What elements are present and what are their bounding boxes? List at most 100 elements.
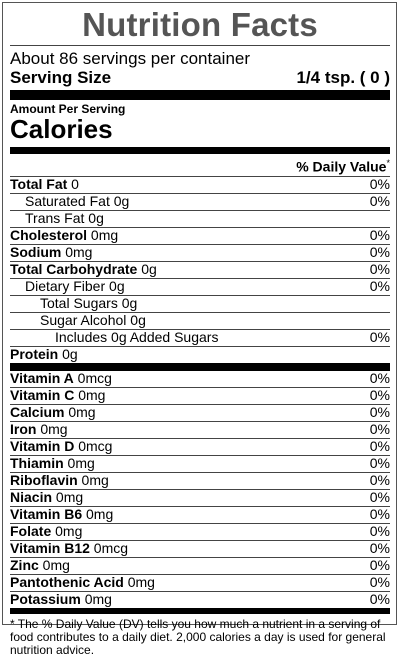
footnote: * The % Daily Value (DV) tells you how m… — [10, 616, 386, 657]
nutrient-label: Zinc — [10, 556, 39, 573]
nutrient-amount: 0mg — [61, 243, 93, 260]
serving-size-row: Serving Size 1/4 tsp. ( 0 ) — [10, 68, 390, 90]
nutrient-label: Folate — [10, 522, 52, 539]
nutrient-amount: 0mg — [64, 403, 96, 420]
daily-value-header-text: % Daily Value — [296, 158, 387, 175]
nutrient-label: Sodium — [10, 243, 62, 260]
nutrient-name: Saturated Fat 0g — [10, 192, 130, 209]
nutrient-label: Vitamin B6 — [10, 505, 83, 522]
vitamin-list: Vitamin A 0mcg 0% Vitamin C 0mg 0% Calcium 0… — [10, 369, 390, 608]
nutrient-daily-value: 0% — [369, 328, 390, 345]
nutrient-daily-value: 0% — [369, 192, 390, 209]
nutrient-name: Trans Fat 0g — [10, 209, 104, 226]
nutrient-name: Vitamin A 0mcg — [10, 369, 112, 386]
nutrient-amount: 0g — [105, 277, 125, 294]
nutrient-amount: 0mg — [52, 488, 84, 505]
nutrient-name: Vitamin D 0mcg — [10, 437, 113, 454]
nutrient-label: Iron — [10, 420, 37, 437]
nutrient-daily-value: 0% — [369, 277, 390, 294]
nutrient-row: Total Carbohydrate 0g 0% — [10, 260, 390, 278]
nutrient-name: Vitamin C 0mg — [10, 386, 106, 403]
nutrient-amount: 0g — [84, 209, 104, 226]
divider — [10, 45, 390, 46]
nutrient-daily-value: 0% — [369, 471, 390, 488]
nutrient-daily-value: 0% — [369, 573, 390, 590]
nutrient-name: Vitamin B6 0mg — [10, 505, 114, 522]
divider-thick — [10, 90, 390, 100]
nutrient-daily-value: 0% — [369, 243, 390, 260]
nutrient-row: Total Sugars 0g — [10, 294, 390, 312]
nutrient-amount: 0g — [137, 260, 157, 277]
nutrient-amount: 0g — [58, 345, 78, 362]
label-title: Nutrition Facts — [82, 6, 318, 43]
nutrient-amount: 0mg — [80, 590, 112, 607]
nutrient-label: Vitamin A — [10, 369, 74, 386]
nutrient-name: Zinc 0mg — [10, 556, 70, 573]
nutrient-amount: 0mg — [51, 522, 83, 539]
nutrient-name: Thiamin 0mg — [10, 454, 95, 471]
divider-thick — [10, 362, 390, 371]
vitamin-row: Potassium 0mg 0% — [10, 590, 390, 608]
nutrient-name: Cholesterol 0mg — [10, 226, 119, 243]
nutrient-daily-value: 0% — [369, 226, 390, 243]
nutrient-amount: 0mg — [87, 226, 119, 243]
nutrient-row: Cholesterol 0mg 0% — [10, 226, 390, 244]
nutrient-name: Total Carbohydrate 0g — [10, 260, 157, 277]
daily-value-marker: * — [386, 158, 390, 168]
nutrient-row: Includes 0g Added Sugars 0% — [10, 328, 390, 346]
daily-value-header: % Daily Value* — [10, 154, 390, 176]
nutrient-amount: 0mg — [36, 420, 68, 437]
nutrient-name: Folate 0mg — [10, 522, 83, 539]
nutrient-label: Potassium — [10, 590, 81, 607]
nutrient-row: Dietary Fiber 0g 0% — [10, 277, 390, 295]
nutrient-name: Riboflavin 0mg — [10, 471, 109, 488]
nutrient-row: Protein 0g — [10, 345, 390, 363]
nutrient-name: Total Sugars 0g — [10, 294, 137, 311]
nutrient-amount: 0 — [67, 175, 79, 192]
nutrient-name: Total Fat 0 — [10, 175, 79, 192]
nutrient-daily-value: 0% — [369, 403, 390, 420]
vitamin-row: Iron 0mg 0% — [10, 420, 390, 438]
nutrient-amount: 0mg — [82, 505, 114, 522]
vitamin-row: Pantothenic Acid 0mg 0% — [10, 573, 390, 591]
nutrient-label: Thiamin — [10, 454, 64, 471]
nutrient-label: Dietary Fiber — [25, 277, 106, 294]
nutrient-amount: 0g — [109, 192, 130, 209]
nutrient-row: Saturated Fat 0g 0% — [10, 192, 390, 210]
nutrient-label: Vitamin D — [10, 437, 75, 454]
nutrient-daily-value: 0% — [369, 175, 390, 192]
divider-thick — [10, 147, 390, 154]
nutrient-name: Sugar Alcohol 0g — [10, 311, 146, 328]
nutrient-amount: 0mg — [77, 471, 109, 488]
nutrient-name: Calcium 0mg — [10, 403, 96, 420]
amount-per-serving: Amount Per Serving — [10, 102, 126, 116]
nutrient-amount: 0mg — [74, 386, 106, 403]
nutrient-name: Niacin 0mg — [10, 488, 84, 505]
nutrient-daily-value: 0% — [369, 556, 390, 573]
nutrient-label: Saturated Fat — [25, 192, 110, 209]
nutrient-label: Total Carbohydrate — [10, 260, 138, 277]
nutrient-row: Total Fat 0 0% — [10, 175, 390, 193]
nutrient-daily-value: 0% — [369, 420, 390, 437]
nutrient-daily-value: 0% — [369, 454, 390, 471]
nutrient-daily-value: 0% — [369, 539, 390, 556]
nutrient-daily-value: 0% — [369, 590, 390, 607]
nutrient-daily-value: 0% — [369, 369, 390, 386]
vitamin-row: Calcium 0mg 0% — [10, 403, 390, 421]
nutrient-list: Total Fat 0 0% Saturated Fat 0g 0% Trans Fat… — [10, 175, 390, 363]
nutrient-label: Sugar Alcohol — [40, 311, 127, 328]
nutrient-label: Total Sugars — [40, 294, 118, 311]
vitamin-row: Niacin 0mg 0% — [10, 488, 390, 506]
nutrient-name: Potassium 0mg — [10, 590, 112, 607]
nutrient-daily-value: 0% — [369, 260, 390, 277]
nutrient-amount: 0mg — [63, 454, 95, 471]
nutrient-name: Sodium 0mg — [10, 243, 93, 260]
vitamin-row: Vitamin C 0mg 0% — [10, 386, 390, 404]
nutrient-row: Trans Fat 0g — [10, 209, 390, 227]
nutrient-label: Trans Fat — [25, 209, 85, 226]
nutrient-label: Protein — [10, 345, 59, 362]
vitamin-row: Thiamin 0mg 0% — [10, 454, 390, 472]
nutrient-amount: 0mcg — [74, 437, 113, 454]
nutrient-name: Iron 0mg — [10, 420, 68, 437]
serving-size-label: Serving Size — [10, 68, 112, 87]
